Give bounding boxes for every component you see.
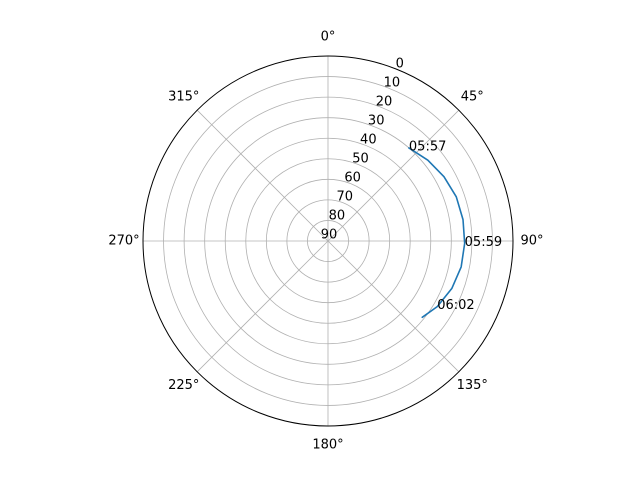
series-line-0 [408, 147, 466, 319]
radial-gridline-80 [307, 220, 349, 262]
angular-tick-label-225: 225° [168, 378, 199, 393]
radial-tick-label-10: 10 [384, 76, 401, 91]
angular-tick-label-180: 180° [312, 438, 343, 453]
radial-tick-label-30: 30 [368, 114, 385, 129]
angular-gridline-135 [327, 240, 460, 373]
radial-gridline-40 [224, 137, 432, 345]
annotations: 05:57 05:59 06:02 [409, 139, 502, 313]
radial-tick-label-20: 20 [376, 95, 393, 110]
radial-gridline-50 [245, 158, 411, 324]
grid [143, 56, 513, 426]
tick-labels: 0° 45° 90° 135° 180° 225° 270° 315° 0 10 20 30 40 50 6… [108, 30, 543, 453]
radial-tick-label-70: 70 [336, 190, 353, 205]
time-annotation-1: 05:59 [465, 235, 502, 250]
angular-tick-label-45: 45° [461, 89, 484, 104]
series [408, 147, 466, 319]
angular-tick-label-315: 315° [168, 89, 199, 104]
radial-tick-label-0: 0 [396, 57, 404, 72]
outer-frame [142, 55, 514, 427]
angular-gridline-45 [327, 109, 460, 242]
angular-gridline-315 [196, 109, 329, 242]
angular-tick-label-135: 135° [457, 378, 488, 393]
radial-tick-label-50: 50 [352, 152, 369, 167]
angular-gridline-225 [196, 240, 329, 373]
polar-frame [142, 55, 514, 427]
radial-tick-label-80: 80 [329, 209, 346, 224]
radial-tick-label-90: 90 [321, 228, 338, 243]
time-annotation-2: 06:02 [437, 298, 474, 313]
radial-gridline-70 [286, 199, 370, 283]
radial-gridline-60 [265, 178, 391, 304]
angular-tick-label-270: 270° [108, 234, 139, 249]
angular-tick-label-0: 0° [321, 30, 336, 45]
radial-tick-label-40: 40 [360, 133, 377, 148]
radial-gridline-10 [163, 76, 493, 406]
radial-gridline-20 [183, 96, 473, 386]
angular-tick-label-90: 90° [520, 234, 543, 249]
time-annotation-0: 05:57 [409, 139, 446, 154]
radial-tick-label-60: 60 [344, 171, 361, 186]
radial-gridline-30 [204, 117, 452, 365]
